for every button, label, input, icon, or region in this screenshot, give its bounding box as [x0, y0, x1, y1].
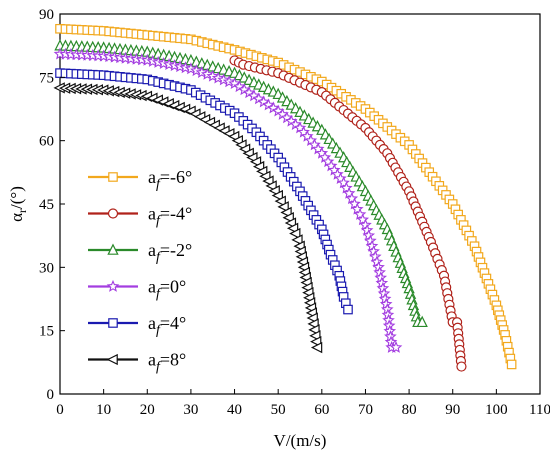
series-5: [53, 82, 323, 354]
data-point: [389, 340, 403, 353]
legend-swatch-marker: [106, 353, 118, 366]
legend-label-sub: f: [156, 250, 162, 265]
x-tick-label: 0: [56, 402, 64, 418]
series-4: [55, 68, 353, 315]
legend-label-rest: =0°: [160, 277, 186, 297]
y-tick-label: 15: [39, 324, 54, 340]
legend-label-rest: =4°: [160, 313, 186, 333]
data-point: [289, 227, 301, 240]
data-point: [456, 361, 467, 372]
y-tick-label: 75: [39, 70, 54, 86]
series-layer: [53, 23, 517, 372]
legend-label-rest: =8°: [160, 350, 186, 370]
legend-label: af=-4°: [148, 204, 192, 229]
legend-swatch-marker: [108, 172, 118, 182]
data-point: [310, 341, 323, 354]
legend-swatch-marker: [106, 279, 120, 292]
legend-label: af=0°: [148, 277, 186, 302]
data-point: [506, 359, 517, 370]
legend-label-sub: f: [156, 177, 162, 192]
x-tick-label: 110: [529, 402, 550, 418]
legend-label-rest: =-2°: [160, 240, 192, 260]
y-tick-label: 30: [39, 260, 54, 276]
y-axis-title-unit: /(°): [7, 186, 26, 209]
x-tick-label: 30: [183, 402, 198, 418]
legend-item: af=0°: [88, 277, 186, 302]
y-tick-label: 90: [39, 7, 54, 23]
legend-item: af=-2°: [88, 240, 192, 265]
y-axis-title-sub: r: [15, 209, 29, 213]
legend-swatch-marker: [108, 318, 118, 328]
series-0: [55, 23, 517, 370]
legend-item: af=8°: [88, 350, 186, 375]
legend-label-main: a: [148, 277, 156, 297]
x-tick-label: 100: [485, 402, 508, 418]
series-3: [53, 47, 403, 353]
y-axis-title: αr/(°): [7, 186, 29, 222]
legend-swatch-marker: [107, 243, 119, 255]
x-tick-label: 60: [314, 402, 329, 418]
legend-label-main: a: [148, 240, 156, 260]
legend: af=-6°af=-4°af=-2°af=0°af=4°af=8°: [88, 167, 192, 375]
y-tick-label: 45: [39, 197, 54, 213]
series-1: [229, 55, 467, 372]
legend-label-main: a: [148, 167, 156, 187]
legend-label-rest: =-6°: [160, 167, 192, 187]
x-tick-label: 80: [402, 402, 417, 418]
tick-layer: 0 10 20 30 40 50 60 70 80 90 100 110 0 15 30 45 60 75 90: [39, 7, 550, 418]
data-point: [343, 304, 353, 315]
legend-label-sub: f: [156, 360, 162, 375]
y-axis-title-main: α: [7, 213, 26, 222]
legend-label: af=-2°: [148, 240, 192, 265]
data-point: [291, 234, 303, 246]
data-point: [416, 315, 428, 328]
legend-label: af=-6°: [148, 167, 192, 192]
legend-label-sub: f: [156, 214, 162, 229]
legend-label-main: a: [148, 313, 156, 333]
legend-label-sub: f: [156, 287, 162, 302]
x-tick-label: 40: [227, 402, 242, 418]
legend-label-sub: f: [156, 323, 162, 338]
data-point: [271, 189, 283, 202]
data-point: [277, 201, 289, 213]
x-axis-title: V/(m/s): [274, 431, 327, 450]
x-tick-label: 10: [96, 402, 111, 418]
legend-item: af=-6°: [88, 167, 192, 192]
y-tick-label: 60: [39, 134, 54, 150]
x-tick-label: 90: [445, 402, 460, 418]
svg-text:αr/(°): αr/(°): [7, 186, 29, 222]
x-tick-label: 70: [358, 402, 373, 418]
legend-label-main: a: [148, 204, 156, 224]
y-tick-label: 0: [47, 387, 55, 403]
legend-label: af=8°: [148, 350, 186, 375]
x-tick-label: 20: [140, 402, 155, 418]
legend-label: af=4°: [148, 313, 186, 338]
legend-swatch-marker: [107, 208, 119, 219]
series-2: [54, 39, 428, 328]
legend-item: af=4°: [88, 313, 186, 338]
data-point: [274, 195, 286, 207]
legend-label-main: a: [148, 350, 156, 370]
legend-item: af=-4°: [88, 204, 192, 229]
x-tick-label: 50: [271, 402, 286, 418]
legend-label-rest: =-4°: [160, 204, 192, 224]
